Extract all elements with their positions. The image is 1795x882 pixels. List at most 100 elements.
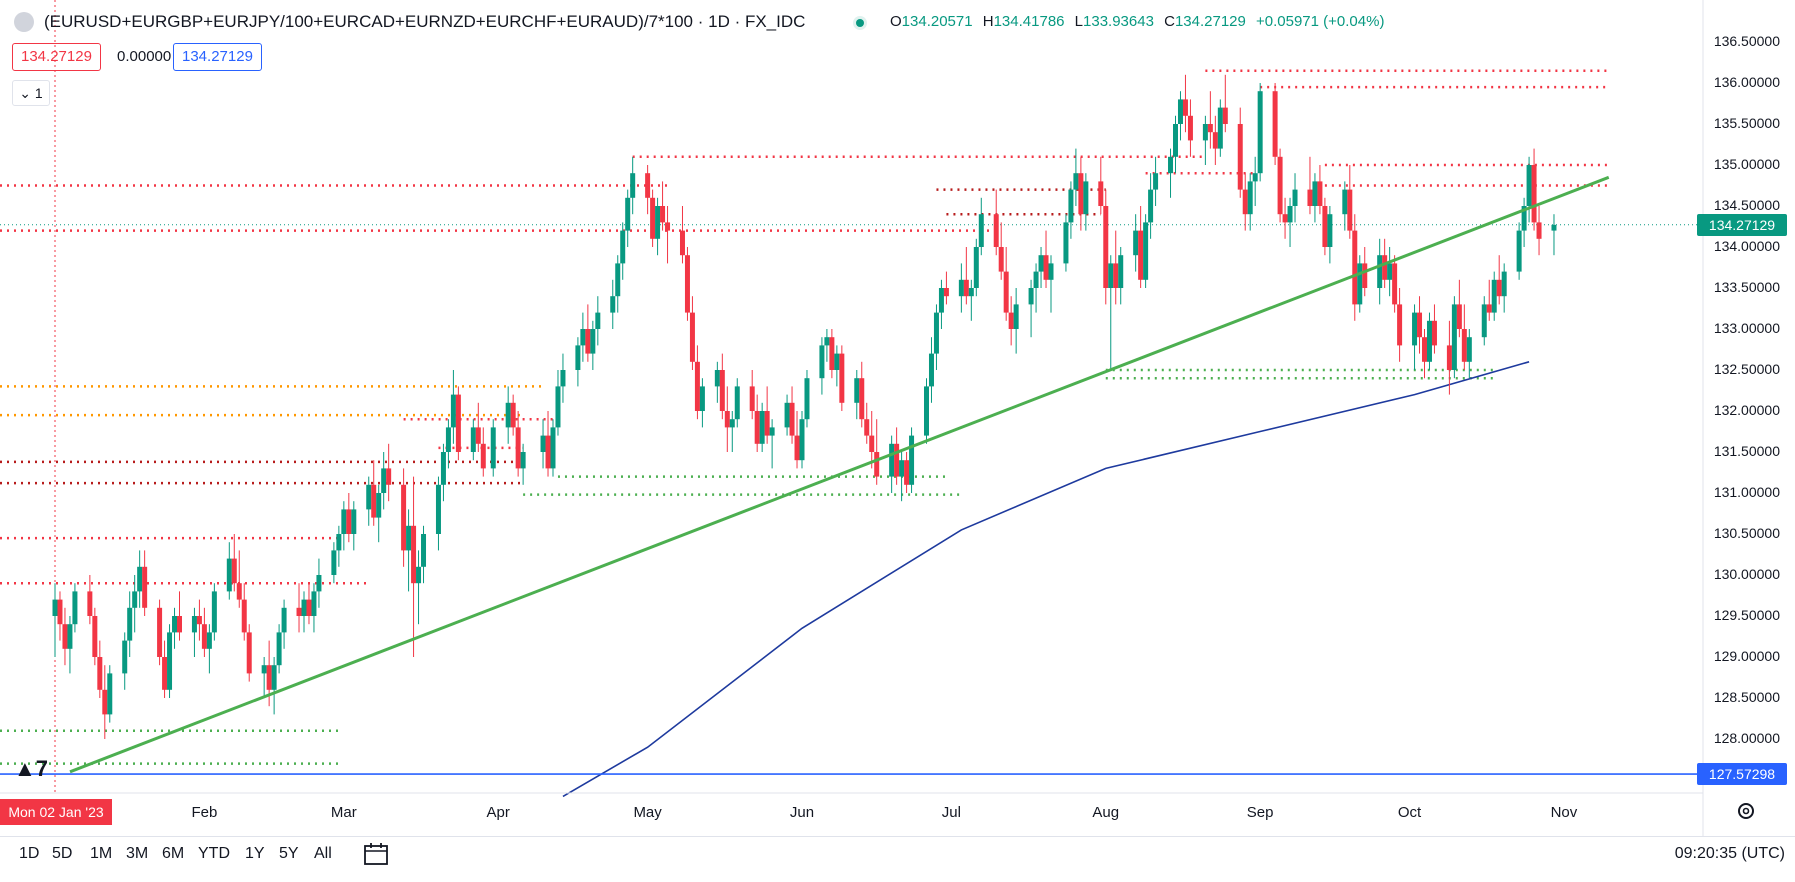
sell-price-button[interactable]: 134.27129	[12, 43, 101, 71]
candle-body	[784, 402, 790, 428]
candle-body	[1048, 263, 1054, 280]
candle-body	[1078, 173, 1084, 215]
timeframe-button-3m[interactable]: 3M	[126, 845, 149, 862]
timeframe-button-1y[interactable]: 1Y	[245, 845, 265, 862]
timeframe-button-5y[interactable]: 5Y	[279, 845, 299, 862]
candle-body	[1426, 320, 1432, 362]
candle-body	[416, 566, 422, 584]
price-chart[interactable]	[0, 0, 1795, 836]
level-lines	[0, 0, 1703, 793]
candle-body	[1412, 312, 1418, 346]
candle-body	[226, 558, 232, 592]
candle-body	[1352, 230, 1358, 305]
candle-body	[764, 411, 770, 436]
month-tick-label: Aug	[1092, 804, 1120, 821]
candle-body	[789, 402, 795, 436]
candle-body	[804, 378, 810, 420]
ohlc-open: 134.20571	[901, 13, 973, 30]
candle-body	[1466, 337, 1472, 362]
candle-body	[1068, 189, 1074, 223]
candle-body	[1392, 263, 1398, 305]
candle-body	[610, 296, 616, 313]
candle-body	[1028, 288, 1034, 305]
price-tick-label: 132.00000	[1713, 402, 1780, 418]
candle-body	[132, 591, 138, 608]
candle-body	[107, 673, 113, 715]
candle-body	[1063, 222, 1069, 264]
candle-body	[655, 206, 661, 239]
candle-body	[924, 386, 929, 436]
candle-body	[1377, 255, 1383, 288]
candle-body	[714, 370, 720, 387]
indicators-collapse-button[interactable]: ⌄ 1	[12, 80, 50, 106]
price-tick-label: 133.00000	[1713, 320, 1780, 336]
ohlc-low: 133.93643	[1083, 13, 1154, 30]
candle-body	[1526, 165, 1532, 206]
candle-body	[301, 599, 307, 616]
candle-body	[590, 329, 596, 354]
candle-body	[1212, 132, 1218, 149]
candle-body	[1322, 206, 1328, 247]
candle-body	[261, 665, 267, 674]
candle-body	[62, 624, 68, 649]
candle-body	[336, 534, 342, 551]
candle-body	[1173, 124, 1178, 157]
timeframe-button-5d[interactable]: 5D	[52, 845, 73, 862]
candle-body	[585, 329, 591, 354]
timeframe-button-1m[interactable]: 1M	[90, 845, 113, 862]
timeframe-button-6m[interactable]: 6M	[162, 845, 185, 862]
candle-body	[874, 452, 880, 477]
month-tick-label: Mar	[330, 804, 357, 821]
symbol-icon[interactable]	[14, 12, 34, 32]
candle-body	[266, 665, 272, 690]
candle-body	[331, 550, 337, 575]
candle-body	[97, 657, 103, 690]
candle-body	[829, 337, 835, 370]
ohlc-high-key: H	[982, 13, 994, 30]
price-tick-label: 129.50000	[1713, 607, 1780, 623]
moving-average-line	[562, 361, 1530, 798]
candle-body	[1168, 156, 1174, 174]
candle-body	[993, 214, 999, 247]
candle-body	[1551, 224, 1557, 231]
candle-body	[515, 427, 521, 469]
candle-body	[1148, 189, 1154, 223]
symbol-title[interactable]: (EURUSD+EURGBP+EURJPY/100+EURCAD+EURNZD+…	[44, 12, 806, 31]
price-tick-label: 135.00000	[1713, 156, 1780, 172]
candle-body	[1431, 320, 1437, 346]
trend-line	[69, 175, 1610, 774]
candle-body	[595, 312, 601, 329]
candle-body	[1187, 115, 1193, 141]
price-tick-label: 134.50000	[1713, 197, 1780, 213]
candle-body	[1382, 255, 1388, 280]
candle-body	[749, 386, 755, 411]
candle-body	[645, 173, 651, 198]
utc-clock[interactable]: 09:20:35 (UTC)	[1674, 845, 1785, 862]
candle-body	[450, 394, 456, 428]
candle-body	[1242, 189, 1248, 215]
timeframe-button-ytd[interactable]: YTD	[198, 845, 230, 862]
calendar-range-icon[interactable]	[362, 840, 390, 868]
candle-body	[734, 386, 740, 420]
candle-body	[859, 378, 865, 420]
candle-body	[540, 435, 546, 452]
candle-body	[998, 247, 1004, 272]
candle-body	[630, 173, 636, 198]
buy-price-button[interactable]: 134.27129	[173, 43, 262, 71]
price-tick-label: 129.00000	[1713, 648, 1780, 664]
candle-body	[889, 443, 895, 477]
candle-body	[1043, 255, 1049, 280]
candle-body	[57, 599, 63, 625]
candle-body	[1153, 173, 1159, 190]
settings-gear-icon[interactable]	[1735, 800, 1757, 822]
candle-body	[505, 402, 511, 428]
timeframe-button-all[interactable]: All	[314, 845, 332, 862]
candle-body	[87, 591, 93, 616]
candle-body	[824, 337, 830, 346]
candle-body	[435, 484, 441, 534]
price-tick-label: 130.00000	[1713, 566, 1780, 582]
month-tick-label: Jun	[789, 804, 815, 821]
candle-body	[933, 312, 939, 354]
timeframe-button-1d[interactable]: 1D	[19, 845, 40, 862]
month-tick-label: May	[633, 804, 662, 821]
